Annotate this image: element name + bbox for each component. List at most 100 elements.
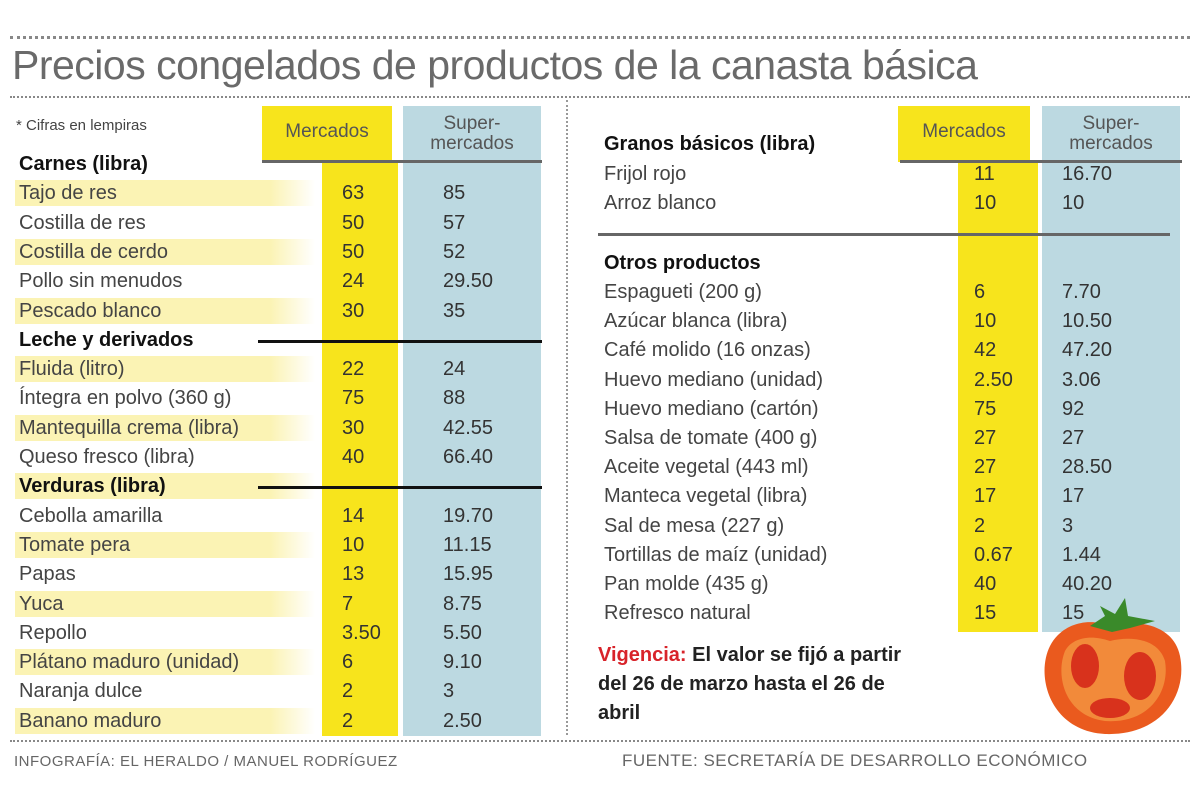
table-row-label: Azúcar blanca (libra) — [604, 310, 788, 333]
table-row-label: Pescado blanco — [15, 297, 315, 324]
mercados-price: 50 — [342, 240, 365, 263]
table-row-label: Cebolla amarilla — [19, 504, 163, 527]
supermercados-price: 66.40 — [443, 446, 494, 468]
mercados-price: 13 — [342, 563, 365, 586]
supermercados-price: 29.50 — [443, 270, 494, 293]
mercados-price: 3.50 — [342, 621, 381, 644]
mercados-price: 63 — [342, 182, 365, 205]
mercados-column-right — [958, 162, 1038, 632]
mercados-header-bg — [262, 106, 392, 160]
mercados-price: 15 — [974, 602, 997, 625]
header-underline — [262, 160, 542, 163]
supermercados-price: 5.50 — [443, 621, 482, 644]
mercados-price: 27 — [974, 427, 997, 449]
table-row-label: Huevo mediano (cartón) — [604, 397, 819, 420]
table-row-label: Café molido (16 onzas) — [604, 339, 811, 362]
super-line2: mercados — [1069, 133, 1153, 154]
supermercados-price: 42.55 — [443, 416, 494, 439]
mercados-price: 6 — [342, 651, 354, 674]
supermercados-price: 2.50 — [443, 709, 482, 732]
supermercados-price: 85 — [443, 182, 466, 205]
section-heading: Carnes (libra) — [19, 153, 148, 175]
supermercados-price: 3 — [443, 680, 455, 703]
mercados-header-bg-right — [898, 106, 1030, 162]
mercados-price: 6 — [974, 281, 986, 303]
table-row-label: Costilla de cerdo — [15, 238, 315, 265]
mercados-header-right: Mercados — [922, 121, 1006, 142]
mercados-price: 11 — [974, 163, 995, 185]
mercados-price: 40 — [342, 446, 365, 468]
table-row-label: Papas — [19, 563, 76, 586]
super-line1: Super- — [1082, 113, 1140, 134]
supermercados-price: 11.15 — [443, 533, 492, 556]
mercados-price: 42 — [974, 339, 997, 362]
mercados-price: 27 — [974, 456, 997, 479]
supermercados-price: 47.20 — [1062, 339, 1113, 362]
mercados-column — [322, 160, 398, 736]
table-row-label: Íntegra en polvo (360 g) — [19, 387, 232, 410]
credit: INFOGRAFÍA: EL HERALDO / MANUEL RODRÍGUE… — [14, 753, 398, 770]
super-line2: mercados — [430, 133, 514, 154]
supermercados-price: 7.70 — [1062, 281, 1101, 303]
table-row-label: Frijol rojo — [604, 163, 687, 185]
mercados-price: 10 — [342, 533, 365, 556]
tomato-icon — [1044, 598, 1182, 735]
mercados-price: 10 — [974, 192, 997, 215]
section-divider — [598, 233, 1170, 236]
supermercados-price: 16.70 — [1062, 163, 1113, 185]
supermercados-header: Super-mercados — [403, 104, 541, 154]
mercados-price: 10 — [974, 310, 997, 333]
supermercados-price: 57 — [443, 211, 466, 234]
table-row-label: Fluida (litro) — [15, 356, 315, 383]
column-separator — [566, 100, 568, 735]
table-row-label: Banano maduro — [15, 707, 315, 734]
table-row-label: Naranja dulce — [19, 680, 143, 703]
supermercados-price: 1.44 — [1062, 543, 1101, 566]
vigencia-label: Vigencia: — [598, 644, 687, 666]
supermercados-price: 17 — [1062, 485, 1085, 508]
table-row-label: Espagueti (200 g) — [604, 281, 762, 303]
source: FUENTE: SECRETARÍA DE DESARROLLO ECONÓMI… — [622, 751, 1088, 770]
table-row-label: Pan molde (435 g) — [604, 573, 769, 595]
section-heading: Granos básicos (libra) — [604, 133, 816, 155]
vigencia-text: El valor se fijó a partir del 26 de marz… — [598, 644, 902, 724]
supermercados-price: 3 — [1062, 514, 1074, 537]
supermercados-price: 28.50 — [1062, 456, 1113, 479]
table-row-label: Tortillas de maíz (unidad) — [604, 543, 828, 566]
table-row-label: Repollo — [19, 621, 87, 644]
supermercados-column — [403, 106, 541, 736]
table-row-label: Salsa de tomate (400 g) — [604, 427, 818, 449]
supermercados-price: 8.75 — [443, 592, 482, 615]
mercados-price: 30 — [342, 416, 365, 439]
top-divider — [10, 36, 1190, 39]
section-heading: Otros productos — [604, 252, 761, 274]
supermercados-price: 88 — [443, 387, 466, 410]
mercados-price: 24 — [342, 270, 365, 293]
section-rule — [258, 486, 542, 490]
mercados-price: 50 — [342, 211, 365, 234]
supermercados-price: 15.95 — [443, 563, 494, 586]
supermercados-price: 15 — [1062, 602, 1085, 625]
footer-divider — [10, 740, 1190, 742]
table-row-label: Aceite vegetal (443 ml) — [604, 456, 809, 479]
mercados-header: Mercados — [285, 121, 369, 142]
table-row-label: Costilla de res — [19, 211, 146, 234]
table-row-label: Queso fresco (libra) — [19, 446, 195, 468]
vigencia-note: Vigencia: El valor se fijó a partir del … — [598, 641, 918, 728]
mercados-price: 2 — [974, 514, 986, 537]
supermercados-price: 19.70 — [443, 504, 494, 527]
supermercados-price: 9.10 — [443, 651, 482, 674]
supermercados-price: 52 — [443, 240, 466, 263]
supermercados-price: 40.20 — [1062, 573, 1113, 595]
section-heading: Leche y derivados — [19, 328, 194, 351]
mercados-price: 30 — [342, 299, 365, 322]
supermercados-price: 24 — [443, 358, 466, 381]
currency-note: * Cifras en lempiras — [16, 117, 147, 134]
mercados-price: 75 — [342, 387, 365, 410]
mercados-price: 7 — [342, 592, 354, 615]
supermercados-price: 35 — [443, 299, 466, 322]
table-row-label: Yuca — [15, 590, 315, 617]
supermercados-price: 10.50 — [1062, 310, 1113, 333]
supermercados-price: 92 — [1062, 397, 1085, 420]
supermercados-price: 27 — [1062, 427, 1085, 449]
